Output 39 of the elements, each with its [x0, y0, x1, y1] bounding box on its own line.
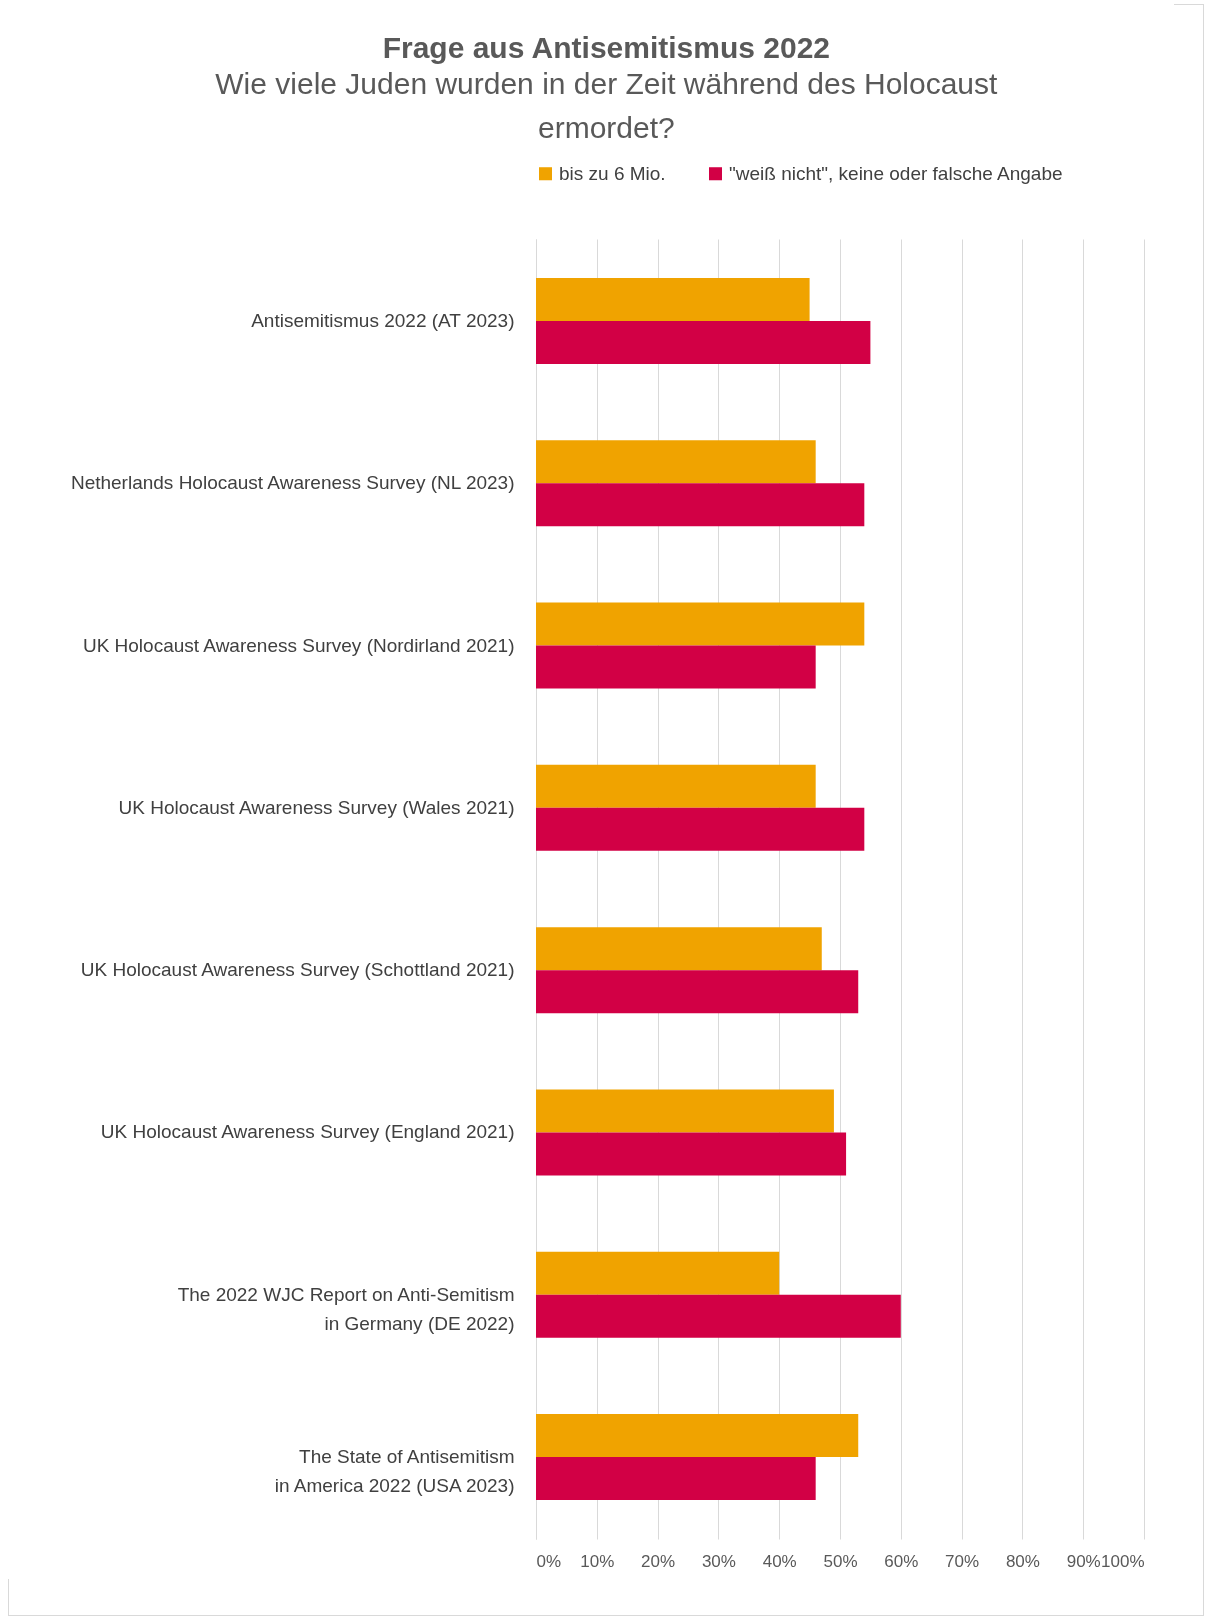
x-tick-label: 10% — [580, 1551, 615, 1571]
bar — [536, 645, 816, 689]
y-tick-label: UK Holocaust Awareness Survey (Schottland 2021) — [80, 959, 515, 981]
y-tick-label: Netherlands Holocaust Awareness Survey (NL 2023) — [70, 472, 515, 494]
legend-label: bis zu 6 Mio. — [559, 162, 666, 184]
bar — [536, 1294, 901, 1338]
x-tick-label: 100% — [1101, 1551, 1145, 1571]
y-tick-label: UK Holocaust Awareness Survey (Wales 2021) — [118, 796, 515, 818]
legend-label: "weiß nicht", keine oder falsche Angabe — [729, 162, 1063, 184]
chart-title: Frage aus Antisemitismus 2022 — [382, 31, 831, 64]
x-tick-label: 80% — [1005, 1551, 1040, 1571]
bar — [536, 1089, 834, 1133]
y-tick-label: Antisemitismus 2022 (AT 2023) — [251, 309, 515, 331]
bar — [536, 764, 816, 808]
bar — [536, 927, 822, 971]
y-tick-label: UK Holocaust Awareness Survey (Nordirland 2021) — [82, 634, 515, 656]
bar — [536, 1132, 847, 1176]
bar — [536, 1414, 859, 1458]
x-tick-label: 90% — [1066, 1551, 1101, 1571]
x-tick-label: 70% — [945, 1551, 980, 1571]
bar — [536, 807, 865, 851]
bar — [536, 483, 865, 527]
y-tick-label: UK Holocaust Awareness Survey (England 2021) — [100, 1121, 515, 1143]
bar — [536, 440, 816, 484]
x-tick-label: 40% — [762, 1551, 797, 1571]
x-tick-label: 60% — [884, 1551, 919, 1571]
bar — [536, 1457, 816, 1501]
x-tick-label: 30% — [701, 1551, 736, 1571]
x-tick-label: 20% — [641, 1551, 676, 1571]
y-tick-label: The State of Antisemitism in America 2022 (USA 2023) — [274, 1446, 515, 1497]
bar — [536, 320, 871, 364]
chart-subtitle: Wie viele Juden wurden in der Zeit während des Holocaust ermordet? — [215, 67, 999, 144]
x-tick-label: 50% — [823, 1551, 858, 1571]
y-tick-label: The 2022 WJC Report on Anti-Semitism in Germany (DE 2022) — [177, 1283, 515, 1334]
bar — [536, 1251, 780, 1295]
bar — [536, 602, 865, 646]
bar — [536, 277, 810, 321]
x-tick-label: 0% — [536, 1551, 562, 1571]
bar — [536, 970, 859, 1014]
